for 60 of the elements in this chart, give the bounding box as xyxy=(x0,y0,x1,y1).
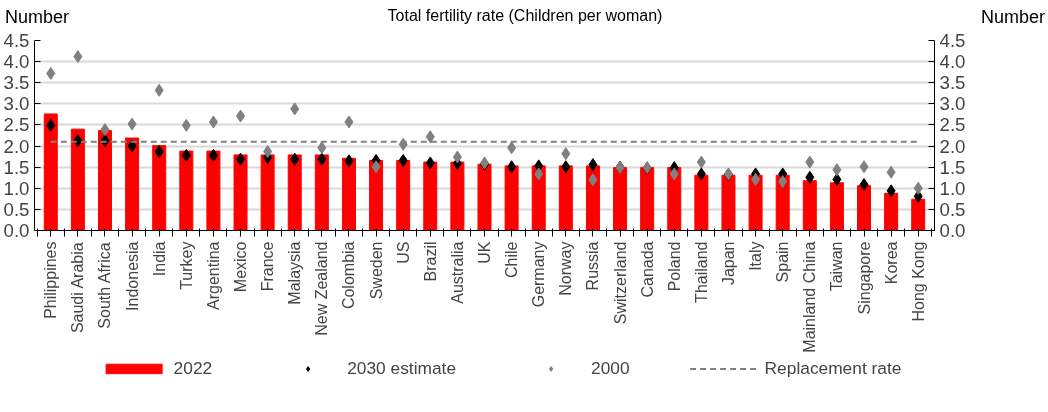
x-tick-label: Mexico xyxy=(232,241,250,293)
x-tick-label: Saudi Arabia xyxy=(69,242,87,334)
x-tick-label: New Zealand xyxy=(313,241,331,336)
x-tick-label: UK xyxy=(476,241,493,264)
x-tick-label: Argentina xyxy=(204,241,222,310)
y2-axis-title: Number xyxy=(980,6,1045,29)
x-tick-label: Colombia xyxy=(340,241,358,310)
x-tick-label: Turkey xyxy=(177,241,195,290)
legend-label: Replacement rate xyxy=(764,357,902,379)
x-tick-label: Malaysia xyxy=(286,241,304,305)
x-tick-label: Philippines xyxy=(42,241,60,319)
y2-tick-label: 4.5 xyxy=(939,30,966,51)
x-tick-label: Germany xyxy=(530,241,548,308)
x-tick-label: Thailand xyxy=(692,241,710,303)
y2-tick-label: 3.0 xyxy=(939,93,966,115)
y2-tick-label: 1.5 xyxy=(939,156,966,178)
legend-label: 2030 estimate xyxy=(347,357,457,379)
legend-label: 2022 xyxy=(173,357,213,379)
y-tick-label: 1.0 xyxy=(3,177,30,199)
x-tick-label: Korea xyxy=(882,241,900,285)
x-tick-label: Singapore xyxy=(855,241,873,315)
chart-title: Total fertility rate (Children per woman) xyxy=(387,6,663,26)
y-tick-label: 0.5 xyxy=(3,198,30,220)
y2-tick-label: 4.0 xyxy=(939,51,966,73)
y2-tick-label: 0.5 xyxy=(939,198,966,220)
x-tick-label: Japan xyxy=(719,241,737,286)
x-tick-label: Indonesia xyxy=(123,241,141,311)
x-tick-label: Norway xyxy=(557,241,575,296)
x-tick-label: South Africa xyxy=(96,242,114,329)
y-tick-label: 4.0 xyxy=(3,51,30,73)
y2-tick-label: 3.5 xyxy=(939,72,966,94)
x-tick-label: Poland xyxy=(665,241,683,292)
x-tick-label: Spain xyxy=(774,241,792,283)
y-tick-label: 2.5 xyxy=(3,114,30,136)
y2-tick-label: 2.0 xyxy=(939,135,966,157)
x-tick-label: Canada xyxy=(638,241,656,298)
x-tick-label: Italy xyxy=(747,241,765,271)
y-tick-label: 3.0 xyxy=(3,93,30,115)
legend-label: 2000 xyxy=(591,357,630,379)
x-tick-label: Sweden xyxy=(367,241,385,300)
y-axis-title: Number xyxy=(5,6,70,29)
y2-tick-label: 1.0 xyxy=(939,177,966,199)
x-tick-label: Russia xyxy=(584,241,602,291)
x-tick-label: Australia xyxy=(448,241,466,304)
x-tick-label: France xyxy=(259,241,277,292)
y-tick-label: 1.5 xyxy=(3,156,30,178)
x-tick-label: US xyxy=(394,241,412,264)
x-tick-label: Chile xyxy=(503,241,521,278)
y2-tick-label: 0.0 xyxy=(939,220,966,241)
y-tick-label: 0.0 xyxy=(3,220,30,241)
x-tick-label: Switzerland xyxy=(611,241,629,325)
y-tick-label: 2.0 xyxy=(3,135,30,157)
y-tick-label: 3.5 xyxy=(3,72,30,94)
x-tick-label: Brazil xyxy=(421,241,439,282)
x-tick-label: Taiwan xyxy=(828,241,846,292)
y2-tick-label: 2.5 xyxy=(939,114,966,136)
x-tick-label: Hong Kong xyxy=(909,241,927,322)
x-tick-label: Mainland China xyxy=(801,241,819,353)
x-tick-label: India xyxy=(150,241,168,277)
y-tick-label: 4.5 xyxy=(3,30,30,51)
